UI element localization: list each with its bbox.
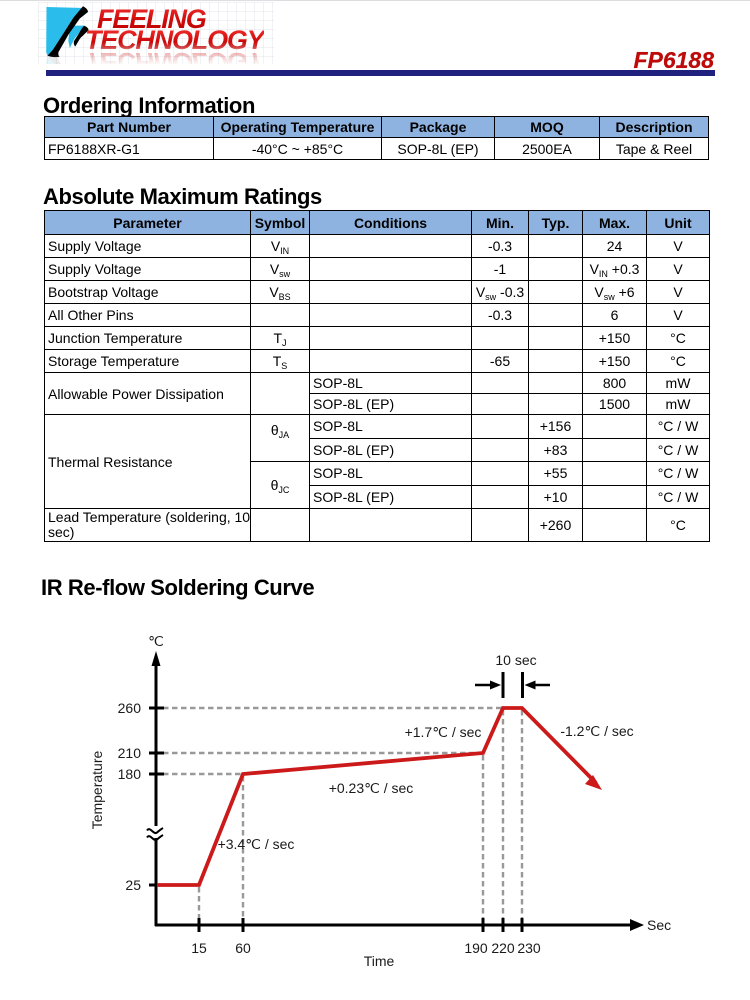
svg-text:190: 190: [464, 940, 488, 956]
svg-text:Time: Time: [364, 953, 395, 969]
svg-text:260: 260: [118, 700, 142, 716]
svg-text:-1.2℃ / sec: -1.2℃ / sec: [560, 723, 633, 739]
svg-text:+3.4℃ / sec: +3.4℃ / sec: [218, 836, 295, 852]
svg-text:230: 230: [517, 940, 541, 956]
svg-text:15: 15: [191, 940, 207, 956]
svg-text:+0.23℃ / sec: +0.23℃ / sec: [329, 780, 414, 796]
svg-text:25: 25: [125, 877, 141, 893]
svg-text:60: 60: [235, 940, 251, 956]
svg-text:10 sec: 10 sec: [495, 652, 536, 668]
svg-text:+1.7℃ / sec: +1.7℃ / sec: [405, 724, 482, 740]
svg-text:180: 180: [118, 766, 142, 782]
svg-text:220: 220: [491, 940, 515, 956]
svg-text:℃: ℃: [148, 633, 164, 649]
svg-text:Sec: Sec: [647, 917, 671, 933]
svg-text:Temperature: Temperature: [89, 750, 105, 829]
svg-text:210: 210: [118, 745, 142, 761]
